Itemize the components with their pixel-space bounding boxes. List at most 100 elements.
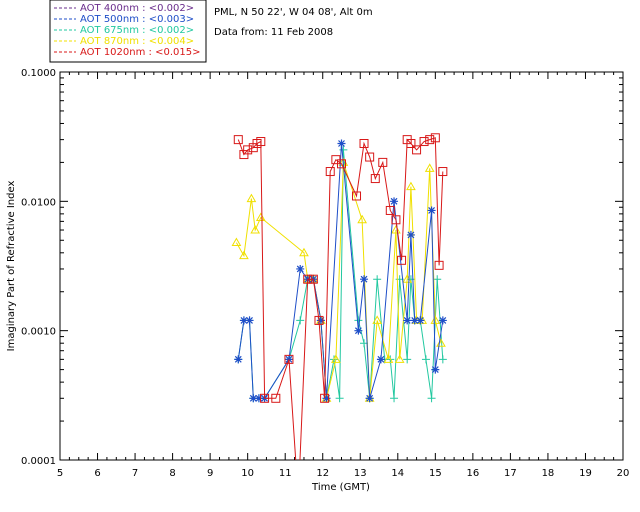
x-tick-label: 11 xyxy=(279,468,292,479)
data-point xyxy=(359,139,369,149)
x-tick-label: 19 xyxy=(579,468,592,479)
data-point xyxy=(239,250,249,260)
data-point xyxy=(365,152,375,162)
data-point xyxy=(337,139,346,148)
x-tick-label: 17 xyxy=(504,468,517,479)
data-point xyxy=(419,137,429,147)
x-tick-label: 9 xyxy=(207,468,213,479)
legend-label: AOT 675nm : <0.002> xyxy=(80,25,194,36)
x-tick-label: 18 xyxy=(542,468,555,479)
data-point xyxy=(303,274,313,284)
x-tick-label: 12 xyxy=(316,468,329,479)
x-axis: 5 6 7 8 9 10 11 12 13 14 15 16 17 18 19 20 xyxy=(57,72,630,479)
data-point xyxy=(250,225,261,234)
x-tick-label: 8 xyxy=(169,468,175,479)
data-point xyxy=(376,355,385,364)
data-point xyxy=(231,237,242,247)
data-point xyxy=(365,394,374,403)
data-point xyxy=(254,394,263,403)
data-point xyxy=(239,316,248,325)
data-point xyxy=(390,197,399,206)
data-point xyxy=(370,174,380,184)
data-point xyxy=(397,255,407,265)
data-point xyxy=(406,139,416,149)
data-point xyxy=(427,394,436,403)
series-aot-1020nm xyxy=(233,133,448,460)
data-point xyxy=(260,393,270,403)
data-point xyxy=(438,316,447,325)
x-tick-label: 14 xyxy=(391,468,404,479)
data-point xyxy=(391,225,401,234)
legend-label: AOT 400nm : <0.002> xyxy=(80,3,194,14)
data-point xyxy=(335,394,344,403)
y-axis: 0.0001 0.0010 0.0100 0.1000 xyxy=(21,68,623,467)
data-point xyxy=(431,365,440,374)
series-layer xyxy=(231,133,448,460)
legend-label: AOT 1020nm : <0.015> xyxy=(80,47,200,58)
data-point xyxy=(360,275,369,284)
data-point xyxy=(430,133,440,143)
data-point xyxy=(243,145,253,155)
data-point xyxy=(246,193,257,203)
data-point xyxy=(412,145,422,155)
x-tick-label: 5 xyxy=(57,468,63,479)
data-point xyxy=(284,354,294,364)
y-tick-label: 0.0100 xyxy=(21,197,56,208)
x-tick-label: 13 xyxy=(354,468,367,479)
data-point xyxy=(256,137,266,147)
y-tick-label: 0.0010 xyxy=(21,327,56,338)
data-point xyxy=(316,316,325,325)
data-point xyxy=(331,354,341,363)
data-point xyxy=(372,315,383,324)
legend: AOT 400nm : <0.002>AOT 500nm : <0.003>AO… xyxy=(49,0,207,63)
data-point xyxy=(403,355,412,364)
data-point xyxy=(249,394,258,403)
data-point xyxy=(233,135,243,145)
data-point xyxy=(410,316,419,325)
data-point xyxy=(406,230,415,239)
data-point xyxy=(403,316,412,325)
data-point xyxy=(357,214,368,224)
data-point xyxy=(373,275,382,284)
data-point xyxy=(438,167,448,177)
data-point xyxy=(245,316,254,325)
date-info: Data from: 11 Feb 2008 xyxy=(214,27,333,38)
data-point xyxy=(234,355,243,364)
x-tick-label: 6 xyxy=(94,468,100,479)
x-tick-label: 10 xyxy=(241,468,254,479)
data-point xyxy=(394,354,405,363)
data-point xyxy=(325,167,335,177)
data-point xyxy=(299,247,309,257)
data-point xyxy=(383,354,394,363)
data-point xyxy=(271,393,281,403)
data-point xyxy=(296,264,305,273)
y-axis-title: Imaginary Part of Refractive Index xyxy=(6,181,17,352)
x-tick-label: 16 xyxy=(466,468,479,479)
data-point xyxy=(430,315,441,324)
data-point xyxy=(255,212,266,221)
data-point xyxy=(352,191,362,201)
legend-label: AOT 500nm : <0.003> xyxy=(80,14,194,25)
data-point xyxy=(391,215,401,225)
data-point xyxy=(322,394,331,403)
data-point xyxy=(308,274,318,284)
x-tick-label: 20 xyxy=(617,468,630,479)
site-info: PML, N 50 22', W 04 08', Alt 0m xyxy=(214,7,373,18)
y-tick-label: 0.0001 xyxy=(21,456,56,467)
data-point xyxy=(433,275,442,284)
data-point xyxy=(378,157,388,167)
x-axis-title: Time (GMT) xyxy=(311,482,370,493)
data-point xyxy=(416,316,425,325)
data-point xyxy=(425,135,435,145)
data-point xyxy=(427,206,436,215)
x-tick-label: 7 xyxy=(132,468,138,479)
data-point xyxy=(314,315,324,325)
data-point xyxy=(296,316,305,325)
x-tick-label: 15 xyxy=(429,468,442,479)
data-point xyxy=(354,316,363,325)
data-point xyxy=(337,159,346,169)
y-tick-label: 0.1000 xyxy=(21,68,56,79)
data-point xyxy=(438,355,447,364)
